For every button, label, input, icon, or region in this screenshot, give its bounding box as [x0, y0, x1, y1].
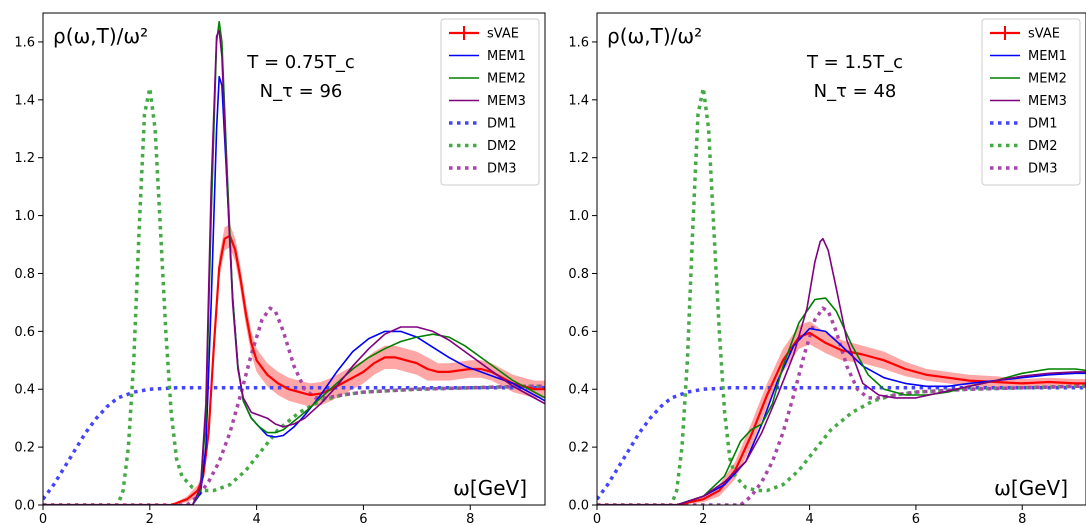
ntau-annotation: N_τ = 48 — [814, 81, 897, 102]
x-tick-label: 2 — [699, 512, 707, 525]
legend: sVAE MEM1 MEM2 MEM3 DM1 DM2 DM3 — [981, 18, 1081, 186]
legend-entry-mem2: MEM2 — [487, 72, 526, 87]
y-tick-label: 0.6 — [568, 325, 589, 340]
legend-entry-dm3: DM3 — [487, 162, 517, 177]
y-tick-label: 0.6 — [14, 325, 35, 340]
series-line-dm3 — [43, 306, 545, 505]
y-axis-label: ρ(ω,T)/ω² — [53, 24, 148, 48]
plot-frame — [596, 12, 1086, 506]
legend-entry-dm1: DM1 — [487, 117, 517, 132]
y-tick-label: 1.0 — [14, 209, 35, 224]
series-line-dm1 — [597, 386, 1086, 501]
legend-box — [440, 18, 540, 186]
legend-entry-mem2: MEM2 — [1028, 72, 1067, 87]
x-tick-label: 4 — [252, 512, 260, 525]
legend-box — [981, 18, 1081, 186]
legend: sVAE MEM1 MEM2 MEM3 DM1 DM2 DM3 — [440, 18, 540, 186]
x-tick-label: 0 — [593, 512, 601, 525]
legend-entry-dm1: DM1 — [1028, 117, 1058, 132]
series-line-mem3 — [43, 29, 545, 505]
legend-entry-mem3: MEM3 — [487, 94, 526, 109]
y-tick-label: 0.8 — [568, 267, 589, 282]
y-tick-label: 0.4 — [14, 383, 35, 398]
plot-area — [597, 86, 1086, 505]
temperature-annotation: T = 0.75T_c — [246, 52, 355, 73]
y-tick-label: 1.4 — [14, 93, 35, 108]
legend-entry-mem1: MEM1 — [487, 49, 526, 64]
legend-entry-dm2: DM2 — [487, 139, 517, 154]
y-tick-label: 0.0 — [14, 499, 35, 514]
series-band-svae — [43, 224, 545, 505]
legend-entry-svae: sVAE — [487, 27, 519, 42]
y-tick-label: 1.4 — [568, 93, 589, 108]
legend-entry-dm2: DM2 — [1028, 139, 1058, 154]
x-axis-label: ω[GeV] — [994, 476, 1068, 500]
y-tick-label: 0.2 — [568, 441, 589, 456]
series-line-mem3 — [597, 237, 1086, 505]
legend-entry-mem3: MEM3 — [1028, 94, 1067, 109]
chart-panel-2: 0 2 4 6 8 0.0 0.2 0.4 0.6 0.8 1.0 1.2 1.4 1.6 ρ(ω,T)/ω… — [568, 12, 1086, 525]
legend-entry-svae: sVAE — [1028, 27, 1060, 42]
series-band-svae — [597, 321, 1086, 505]
ntau-annotation: N_τ = 96 — [260, 81, 343, 102]
x-tick-label: 8 — [466, 512, 474, 525]
y-tick-label: 1.6 — [568, 35, 589, 50]
temperature-annotation: T = 1.5T_c — [806, 52, 903, 73]
x-axis-label: ω[GeV] — [453, 476, 527, 500]
y-tick-label: 0.0 — [568, 499, 589, 514]
x-tick-label: 6 — [912, 512, 920, 525]
x-tick-label: 6 — [359, 512, 367, 525]
x-tick-label: 0 — [39, 512, 47, 525]
legend-entry-dm3: DM3 — [1028, 162, 1058, 177]
series-line-mem2 — [597, 297, 1086, 505]
series-line-dm2 — [43, 86, 545, 505]
x-tick-label: 8 — [1018, 512, 1026, 525]
series-line-mem1 — [43, 75, 545, 505]
y-tick-label: 1.2 — [14, 151, 35, 166]
x-tick-label: 4 — [805, 512, 813, 525]
plot-area — [43, 20, 545, 505]
y-tick-label: 1.0 — [568, 209, 589, 224]
legend-entry-mem1: MEM1 — [1028, 49, 1067, 64]
plot-frame — [42, 12, 546, 506]
y-tick-label: 0.4 — [568, 383, 589, 398]
y-axis-label: ρ(ω,T)/ω² — [607, 24, 702, 48]
chart-panel-1: 0 2 4 6 8 0.0 0.2 0.4 0.6 0.8 1.0 1.2 1.4 1.6 ρ(ω,T)/ω… — [14, 12, 546, 525]
y-tick-label: 1.2 — [568, 151, 589, 166]
x-tick-label: 2 — [146, 512, 154, 525]
y-tick-label: 1.6 — [14, 35, 35, 50]
y-tick-label: 0.8 — [14, 267, 35, 282]
series-line-dm3 — [597, 306, 1086, 505]
y-tick-label: 0.2 — [14, 441, 35, 456]
